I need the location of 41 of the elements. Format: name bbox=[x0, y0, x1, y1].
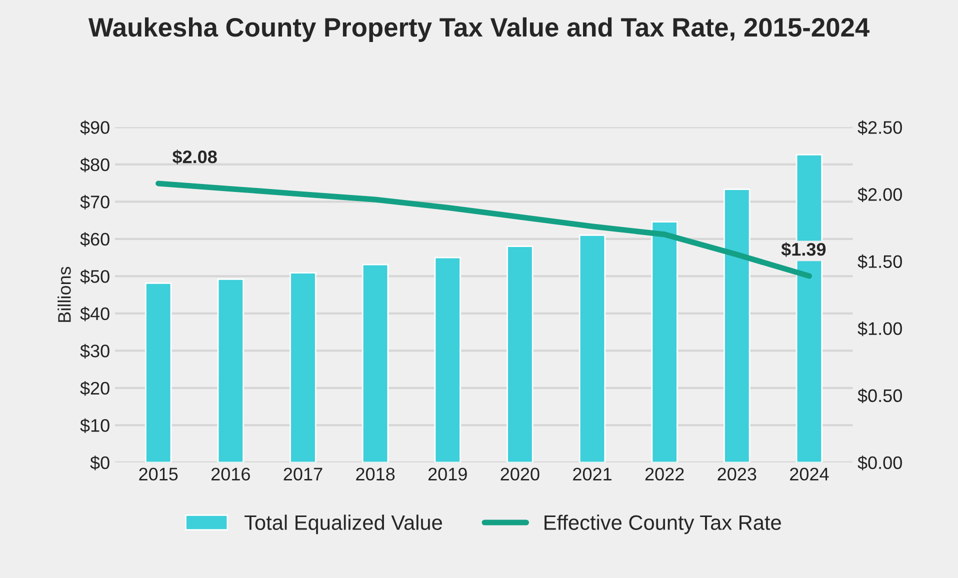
chart-title: Waukesha County Property Tax Value and Tax Rate, 2015-2024 bbox=[88, 17, 870, 42]
y2-tick-label: $0.50 bbox=[858, 388, 902, 404]
y2-tick-label: $2.00 bbox=[858, 187, 902, 202]
y-tick-label: $80 bbox=[80, 158, 110, 172]
x-tick-label: 2019 bbox=[428, 468, 467, 481]
data-label: $2.08 bbox=[172, 150, 217, 164]
x-tick-label: 2016 bbox=[212, 468, 250, 481]
y-tick-label: $50 bbox=[80, 269, 110, 284]
y2-tick-label: $0.00 bbox=[858, 456, 902, 470]
x-tick-label: 2018 bbox=[356, 468, 395, 481]
y2-tick-label: $2.50 bbox=[858, 120, 902, 135]
legend-label: Effective County Tax Rate bbox=[544, 514, 781, 534]
x-tick-label: 2015 bbox=[139, 468, 178, 481]
bar bbox=[651, 221, 678, 462]
bar bbox=[217, 278, 244, 462]
x-tick-label: 2021 bbox=[573, 468, 612, 481]
x-tick-label: 2020 bbox=[500, 468, 540, 481]
y-axis-title: Billions bbox=[58, 266, 71, 322]
bar bbox=[724, 188, 750, 462]
x-tick-label: 2022 bbox=[645, 468, 684, 481]
y2-tick-label: $1.00 bbox=[858, 321, 902, 336]
legend-label: Total Equalized Value bbox=[244, 514, 442, 534]
bar bbox=[362, 264, 389, 462]
x-tick-label: 2017 bbox=[284, 468, 322, 481]
x-tick-label: 2023 bbox=[718, 468, 756, 481]
data-label: $1.39 bbox=[781, 242, 826, 257]
bar bbox=[145, 282, 172, 462]
y-tick-label: $10 bbox=[80, 418, 110, 433]
y-tick-label: $40 bbox=[80, 306, 110, 322]
bar bbox=[506, 246, 534, 462]
bar bbox=[434, 256, 461, 462]
y-tick-label: $60 bbox=[80, 232, 110, 247]
x-tick-label: 2024 bbox=[790, 468, 829, 481]
bar bbox=[578, 234, 606, 462]
y-tick-label: $0 bbox=[90, 456, 110, 470]
y-tick-label: $20 bbox=[80, 381, 110, 396]
y-tick-label: $90 bbox=[80, 120, 110, 135]
y2-tick-label: $1.50 bbox=[858, 254, 902, 270]
y-tick-label: $30 bbox=[80, 344, 110, 358]
bar bbox=[290, 272, 316, 462]
y-tick-label: $70 bbox=[80, 194, 110, 210]
